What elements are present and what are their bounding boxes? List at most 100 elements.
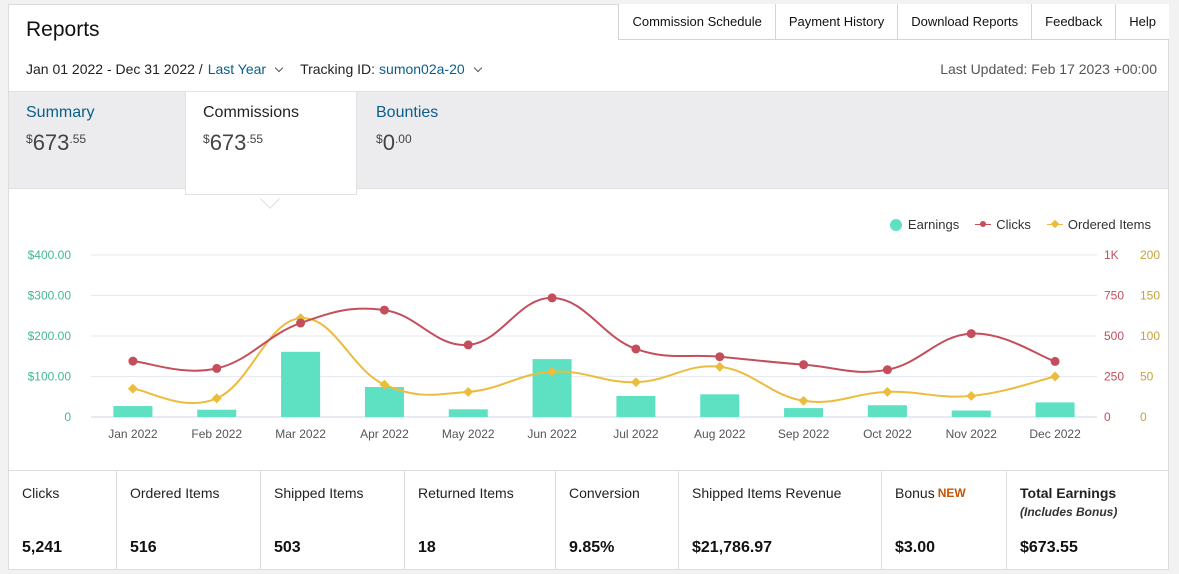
earnings-bar bbox=[113, 406, 153, 417]
tab-commissions[interactable]: Commissions $673.55 bbox=[185, 92, 357, 195]
legend-ordered-items-label: Ordered Items bbox=[1067, 217, 1151, 232]
tab-summary[interactable]: Summary $673.55 bbox=[9, 92, 185, 190]
stat-value: $3.00 bbox=[895, 539, 936, 556]
legend-ordered-items[interactable]: Ordered Items bbox=[1046, 217, 1151, 232]
clicks-point bbox=[966, 329, 976, 339]
chevron-down-icon[interactable] bbox=[473, 63, 482, 72]
x-axis-tick-label: Jul 2022 bbox=[613, 427, 659, 441]
ordered-items-point bbox=[1050, 371, 1061, 382]
ordered-axis-tick-label: 100 bbox=[1140, 329, 1160, 343]
x-axis-tick-label: Jan 2022 bbox=[108, 427, 158, 441]
x-axis-tick-label: Feb 2022 bbox=[191, 427, 242, 441]
clicks-point bbox=[715, 352, 725, 362]
ordered-items-point bbox=[463, 386, 474, 397]
feedback-button[interactable]: Feedback bbox=[1031, 4, 1116, 39]
tracking-id-dropdown[interactable]: sumon02a-20 bbox=[379, 61, 465, 77]
bounties-amount: $0.00 bbox=[376, 130, 412, 155]
x-axis-tick-label: Sep 2022 bbox=[778, 427, 830, 441]
earnings-bar bbox=[281, 351, 321, 417]
stat-shipped-revenue: Shipped Items Revenue $21,786.97 bbox=[679, 471, 882, 570]
earnings-bar bbox=[197, 409, 237, 417]
stat-label: Clicks bbox=[22, 485, 60, 501]
earnings-bar bbox=[784, 408, 824, 417]
page-title: Reports bbox=[26, 18, 100, 41]
clicks-point bbox=[212, 363, 222, 373]
x-axis-tick-label: May 2022 bbox=[442, 427, 495, 441]
legend-earnings[interactable]: Earnings bbox=[889, 217, 960, 232]
clicks-point bbox=[128, 356, 138, 366]
stat-returned-items: Returned Items 18 bbox=[405, 471, 556, 570]
stat-label: Shipped Items bbox=[274, 485, 364, 501]
ordered-axis-tick-label: 50 bbox=[1140, 370, 1154, 384]
stat-bonus: Bonus NEW $3.00 bbox=[882, 471, 1007, 570]
tab-bounties[interactable]: Bounties $0.00 bbox=[359, 92, 539, 190]
stat-label: Shipped Items Revenue bbox=[692, 485, 842, 501]
clicks-axis-tick-label: 500 bbox=[1104, 329, 1124, 343]
stat-conversion: Conversion 9.85% bbox=[556, 471, 679, 570]
clicks-legend-icon bbox=[975, 219, 992, 231]
x-axis-tick-label: Dec 2022 bbox=[1029, 427, 1081, 441]
x-axis-tick-label: Oct 2022 bbox=[863, 427, 912, 441]
earnings-legend-icon bbox=[889, 218, 902, 231]
earnings-chart: $400.00 1K 200$300.00 750 150$200.00 500 100$1… bbox=[28, 248, 1161, 441]
ordered-items-point bbox=[630, 377, 641, 388]
last-updated: Last Updated: Feb 17 2023 +00:00 bbox=[940, 61, 1157, 77]
stats-row: Clicks 5,241 Ordered Items 516 Shipped I… bbox=[9, 470, 1168, 570]
stat-label: Ordered Items bbox=[130, 485, 220, 501]
help-button[interactable]: Help bbox=[1115, 4, 1169, 39]
chart-legend: Earnings Clicks Ordered Items bbox=[874, 217, 1151, 232]
clicks-point bbox=[547, 293, 557, 303]
stat-value: 5,241 bbox=[22, 539, 63, 556]
stat-sublabel: (Includes Bonus) bbox=[1020, 505, 1118, 519]
commission-schedule-button[interactable]: Commission Schedule bbox=[618, 4, 775, 39]
stat-label: Bonus NEW bbox=[895, 485, 966, 501]
x-axis-tick-label: Apr 2022 bbox=[360, 427, 409, 441]
download-reports-button[interactable]: Download Reports bbox=[897, 4, 1032, 39]
left-axis-tick-label: $400.00 bbox=[28, 248, 72, 262]
report-filters: Jan 01 2022 - Dec 31 2022 / Last Year Tr… bbox=[26, 61, 489, 77]
ordered-items-point bbox=[714, 361, 725, 372]
clicks-point bbox=[882, 365, 892, 375]
clicks-point bbox=[463, 340, 473, 350]
top-nav: Commission Schedule Payment History Down… bbox=[618, 4, 1169, 40]
stat-clicks: Clicks 5,241 bbox=[9, 471, 117, 570]
clicks-point bbox=[296, 318, 306, 328]
earnings-bar bbox=[616, 395, 656, 417]
x-axis-tick-label: Mar 2022 bbox=[275, 427, 326, 441]
ordered-items-point bbox=[211, 393, 222, 404]
ordered-axis-tick-label: 200 bbox=[1140, 248, 1160, 262]
payment-history-button[interactable]: Payment History bbox=[774, 4, 898, 39]
date-preset-dropdown[interactable]: Last Year bbox=[207, 61, 267, 77]
ordered-items-point bbox=[882, 386, 893, 397]
earnings-bar bbox=[448, 409, 488, 417]
earnings-bar bbox=[364, 387, 404, 417]
clicks-point bbox=[631, 344, 641, 354]
tab-commissions-label: Commissions bbox=[203, 104, 300, 121]
left-axis-tick-label: 0 bbox=[64, 410, 71, 424]
stat-label: Conversion bbox=[569, 485, 640, 501]
ordered-items-point bbox=[798, 395, 809, 406]
earnings-bar bbox=[951, 410, 991, 417]
legend-clicks[interactable]: Clicks bbox=[975, 217, 1031, 232]
clicks-axis-tick-label: 750 bbox=[1104, 289, 1124, 303]
stat-shipped-items: Shipped Items 503 bbox=[261, 471, 405, 570]
earnings-bar bbox=[867, 405, 907, 417]
clicks-point bbox=[379, 305, 389, 315]
summary-amount: $673.55 bbox=[26, 130, 87, 155]
stat-value: $673.55 bbox=[1020, 539, 1078, 556]
stat-label: Total Earnings bbox=[1020, 485, 1117, 501]
tab-bounties-label: Bounties bbox=[376, 104, 439, 121]
stat-value: $21,786.97 bbox=[692, 539, 773, 556]
x-axis-tick-label: Nov 2022 bbox=[946, 427, 998, 441]
clicks-line bbox=[132, 296, 1056, 373]
legend-earnings-label: Earnings bbox=[907, 217, 960, 232]
x-axis-tick-label: Jun 2022 bbox=[527, 427, 577, 441]
clicks-axis-tick-label: 1K bbox=[1104, 248, 1119, 262]
chevron-down-icon[interactable] bbox=[274, 63, 284, 72]
x-axis-tick-label: Aug 2022 bbox=[694, 427, 746, 441]
left-axis-tick-label: $100.00 bbox=[28, 370, 72, 384]
clicks-axis-tick-label: 250 bbox=[1104, 370, 1124, 384]
date-range-text: Jan 01 2022 - Dec 31 2022 / bbox=[26, 61, 203, 77]
tab-summary-label: Summary bbox=[26, 104, 95, 121]
left-axis-tick-label: $300.00 bbox=[28, 289, 72, 303]
